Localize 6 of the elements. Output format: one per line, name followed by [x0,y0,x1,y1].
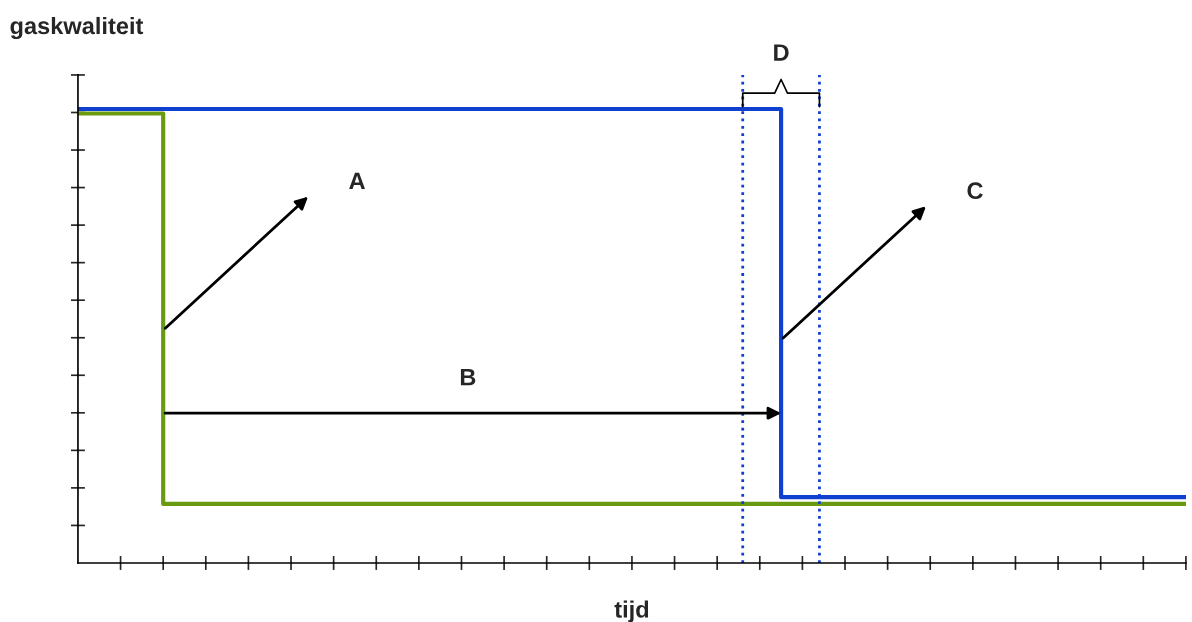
text: D [774,44,789,61]
y-axis-title: gaskwaliteit [10,16,144,40]
x-axis-title: tijd [614,600,649,622]
annotation: C [967,182,983,200]
annotation: A [349,172,365,190]
annotation: B [460,368,476,386]
